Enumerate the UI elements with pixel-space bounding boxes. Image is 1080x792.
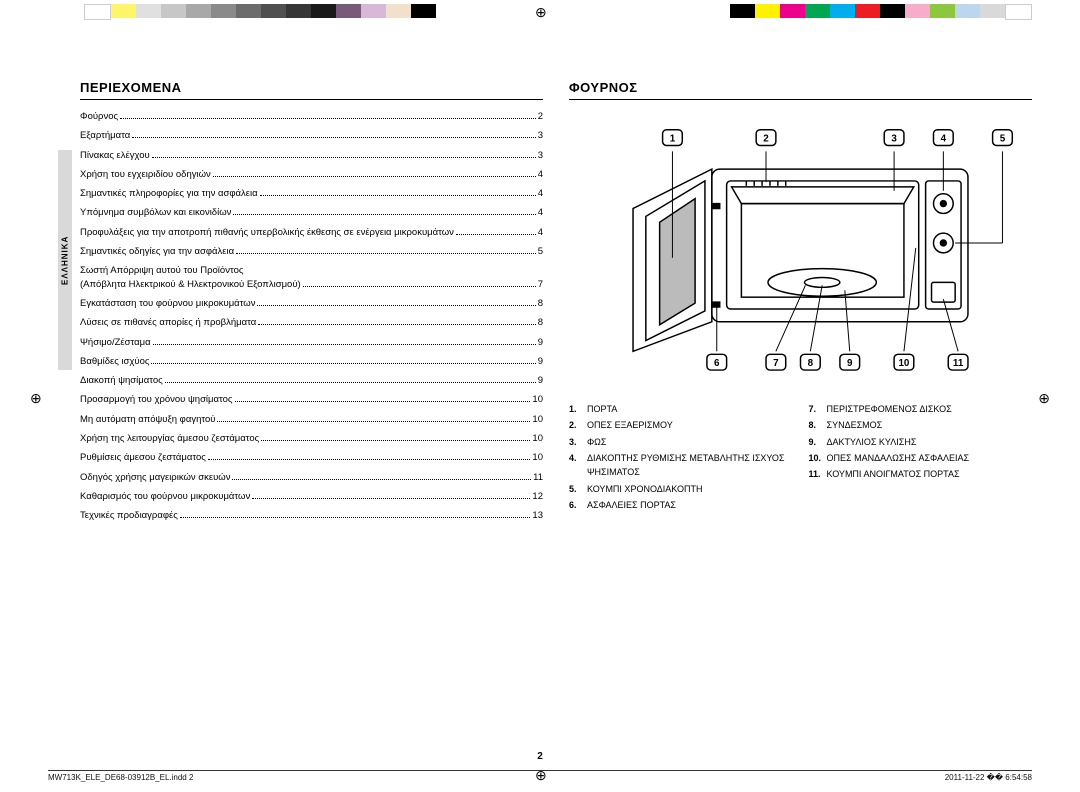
footer-filename: MW713K_ELE_DE68-03912B_EL.indd 2 bbox=[48, 773, 193, 782]
left-column: ΠΕΡΙΕΧΟΜΕΝΑ Φούρνος2 Εξαρτήματα3 Πίνακας ε… bbox=[80, 80, 543, 529]
svg-text:9: 9 bbox=[847, 358, 853, 369]
toc-row: Σημαντικές πληροφορίες για την ασφάλεια4 bbox=[80, 187, 543, 200]
color-bar-left bbox=[84, 4, 436, 18]
toc-row: Οδηγός χρήσης μαγειρικών σκευών11 bbox=[80, 471, 543, 484]
language-tab: ΕΛΛΗΝΙΚΑ bbox=[58, 150, 72, 370]
svg-text:1: 1 bbox=[670, 134, 676, 145]
toc-row: Διακοπή ψησίματος9 bbox=[80, 374, 543, 387]
toc-row: Λύσεις σε πιθανές απορίες ή προβλήματα8 bbox=[80, 316, 543, 329]
color-bar-right bbox=[730, 4, 1032, 18]
toc-row: Ψήσιμο/Ζέσταμα9 bbox=[80, 336, 543, 349]
toc-row: Καθαρισμός του φούρνου μικροκυμάτων12 bbox=[80, 490, 543, 503]
toc-row: Χρήση του εγχειριδίου οδηγιών4 bbox=[80, 168, 543, 181]
registration-mark-right: ⊕ bbox=[1038, 390, 1050, 407]
legend-row: 7.ΠΕΡΙΣΤΡΕΦΟΜΕΝΟΣ ΔΙΣΚΟΣ bbox=[809, 402, 1033, 416]
legend: 1.ΠΟΡΤΑ 2.ΟΠΕΣ ΕΞΑΕΡΙΣΜΟΥ 3.ΦΩΣ 4.ΔΙΑΚΟΠΤΗΣ… bbox=[569, 402, 1032, 515]
legend-row: 9.ΔΑΚΤΥΛΙΟΣ ΚΥΛΙΣΗΣ bbox=[809, 435, 1033, 449]
registration-mark-bottom: ⊕ bbox=[535, 767, 547, 784]
svg-text:5: 5 bbox=[1000, 134, 1006, 145]
svg-text:8: 8 bbox=[808, 358, 814, 369]
toc-row: Προσαρμογή του χρόνου ψησίματος10 bbox=[80, 393, 543, 406]
legend-row: 10.ΟΠΕΣ ΜΑΝΔΑΛΩΣΗΣ ΑΣΦΑΛΕΙΑΣ bbox=[809, 451, 1033, 465]
toc-row: Φούρνος2 bbox=[80, 110, 543, 123]
legend-row: 11.ΚΟΥΜΠΙ ΑΝΟΙΓΜΑΤΟΣ ΠΟΡΤΑΣ bbox=[809, 467, 1033, 481]
legend-row: 4.ΔΙΑΚΟΠΤΗΣ ΡΥΘΜΙΣΗΣ ΜΕΤΑΒΛΗΤΗΣ ΙΣΧΥΟΣ Ψ… bbox=[569, 451, 793, 480]
legend-row: 8.ΣΥΝΔΕΣΜΟΣ bbox=[809, 418, 1033, 432]
heading-contents: ΠΕΡΙΕΧΟΜΕΝΑ bbox=[80, 80, 543, 100]
legend-row: 6.ΑΣΦΑΛΕΙΕΣ ΠΟΡΤΑΣ bbox=[569, 498, 793, 512]
svg-text:6: 6 bbox=[714, 358, 720, 369]
svg-text:11: 11 bbox=[953, 358, 964, 369]
toc-row: Σημαντικές οδηγίες για την ασφάλεια5 bbox=[80, 245, 543, 258]
toc-row: Τεχνικές προδιαγραφές13 bbox=[80, 509, 543, 522]
legend-row: 5.ΚΟΥΜΠΙ ΧΡΟΝΟΔΙΑΚΟΠΤΗ bbox=[569, 482, 793, 496]
svg-text:10: 10 bbox=[898, 358, 909, 369]
svg-text:4: 4 bbox=[941, 134, 947, 145]
toc-row: Εγκατάσταση του φούρνου μικροκυμάτων8 bbox=[80, 297, 543, 310]
table-of-contents: Φούρνος2 Εξαρτήματα3 Πίνακας ελέγχου3 Χρήση… bbox=[80, 110, 543, 523]
registration-mark-left: ⊕ bbox=[30, 390, 42, 407]
toc-row: Μη αυτόματη απόψυξη φαγητού10 bbox=[80, 413, 543, 426]
toc-row: Χρήση της λειτουργίας άμεσου ζεστάματος1… bbox=[80, 432, 543, 445]
toc-row: Ρυθμίσεις άμεσου ζεστάματος10 bbox=[80, 451, 543, 464]
svg-text:3: 3 bbox=[891, 134, 897, 145]
right-column: ΦΟΥΡΝΟΣ bbox=[569, 80, 1032, 529]
toc-row: Προφυλάξεις για την αποτροπή πιθανής υπε… bbox=[80, 226, 543, 239]
toc-row: Υπόμνημα συμβόλων και εικονιδίων4 bbox=[80, 206, 543, 219]
toc-row: Σωστή Απόρριψη αυτού του Προϊόντος bbox=[80, 264, 543, 277]
toc-row: (Απόβλητα Ηλεκτρικού & Ηλεκτρονικού Εξοπ… bbox=[80, 278, 543, 291]
page: ⊕ ⊕ ⊕ ΕΛΛΗΝΙΚΑ ΠΕΡΙΕΧΟΜΕΝΑ Φούρνος2 Εξαρτ… bbox=[0, 0, 1080, 792]
page-number: 2 bbox=[0, 751, 1080, 762]
footer-date: 2011-11-22 �� 6:54:58 bbox=[945, 773, 1032, 782]
toc-row: Βαθμίδες ισχύος9 bbox=[80, 355, 543, 368]
registration-mark-top: ⊕ bbox=[535, 4, 547, 21]
oven-svg: 1 2 3 4 5 6 7 8 9 10 11 bbox=[569, 110, 1032, 386]
heading-oven: ΦΟΥΡΝΟΣ bbox=[569, 80, 1032, 100]
legend-row: 2.ΟΠΕΣ ΕΞΑΕΡΙΣΜΟΥ bbox=[569, 418, 793, 432]
svg-text:2: 2 bbox=[763, 134, 769, 145]
legend-row: 3.ΦΩΣ bbox=[569, 435, 793, 449]
content-area: ΠΕΡΙΕΧΟΜΕΝΑ Φούρνος2 Εξαρτήματα3 Πίνακας ε… bbox=[80, 80, 1032, 732]
toc-row: Εξαρτήματα3 bbox=[80, 129, 543, 142]
svg-text:7: 7 bbox=[773, 358, 779, 369]
toc-row: Πίνακας ελέγχου3 bbox=[80, 149, 543, 162]
oven-diagram: 1 2 3 4 5 6 7 8 9 10 11 bbox=[569, 110, 1032, 388]
legend-row: 1.ΠΟΡΤΑ bbox=[569, 402, 793, 416]
